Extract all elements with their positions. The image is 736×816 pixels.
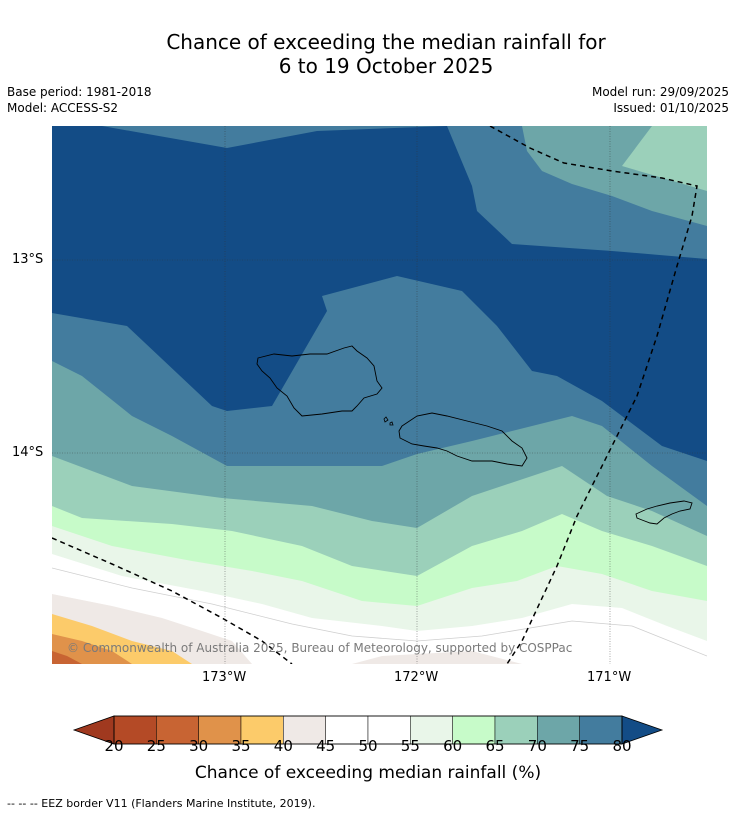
upolu-island (398, 412, 528, 467)
graticule (52, 126, 707, 664)
model-run: Model run: 29/09/2025 (591, 85, 729, 99)
manono-islet (383, 416, 389, 423)
colorbar-cell (198, 715, 242, 745)
band-40-45-south (352, 651, 522, 664)
lon-label-173w: 173°W (202, 670, 247, 685)
base-period: Base period: 1981-2018 (7, 85, 152, 99)
model-name: Model: ACCESS-S2 (7, 101, 119, 115)
band-60-65-north (622, 126, 707, 191)
colorbar-tick-label: 50 (358, 737, 378, 755)
band-30-35 (52, 634, 132, 664)
tutuila-island (635, 500, 693, 525)
lat-label-13s: 13°S (12, 252, 44, 267)
colorbar-tick-label: 60 (443, 737, 463, 755)
colorbar-tick-label: 65 (485, 737, 505, 755)
title-line-2: 6 to 19 October 2025 (278, 54, 494, 78)
colorbar-tick-label: 40 (273, 737, 293, 755)
lat-label-14s: 14°S (12, 445, 44, 460)
map-svg (52, 126, 707, 664)
map-panel (52, 126, 707, 664)
colorbar-cell (325, 715, 369, 745)
colorbar-frame (113, 715, 623, 745)
apolima-islet (389, 421, 394, 426)
chart-title: Chance of exceeding the median rainfall … (0, 30, 736, 78)
colorbar-cell (579, 715, 623, 745)
colorbar-tick-label: 20 (104, 737, 124, 755)
colorbar (72, 715, 664, 745)
issued-date: Issued: 01/10/2025 (613, 101, 729, 115)
colorbar-tick-label: 25 (146, 737, 166, 755)
colorbar-tick-label: 55 (400, 737, 420, 755)
colorbar-title: Chance of exceeding median rainfall (%) (194, 763, 542, 783)
eez-border (52, 126, 698, 664)
contour-line (52, 567, 707, 657)
band-25-30 (52, 651, 82, 664)
colorbar-cell (367, 715, 411, 745)
colorbar-tick-label: 70 (527, 737, 547, 755)
lon-label-171w: 171°W (587, 670, 632, 685)
copyright-text: © Commonwealth of Australia 2025, Bureau… (67, 641, 573, 655)
colorbar-tick-label: 35 (231, 737, 251, 755)
savaii-island (256, 345, 383, 417)
meta-right: Model run: 29/09/2025 Issued: 01/10/2025 (592, 84, 729, 116)
meta-left: Base period: 1981-2018 Model: ACCESS-S2 (7, 84, 152, 116)
lon-label-172w: 172°W (394, 670, 439, 685)
title-line-1: Chance of exceeding the median rainfall … (166, 30, 606, 54)
colorbar-tick-label: 80 (612, 737, 632, 755)
footnote: -- -- -- EEZ border V11 (Flanders Marine… (7, 797, 316, 810)
colorbar-tick-label: 45 (316, 737, 336, 755)
colorbar-tick-label: 75 (570, 737, 590, 755)
colorbar-tick-label: 30 (189, 737, 209, 755)
